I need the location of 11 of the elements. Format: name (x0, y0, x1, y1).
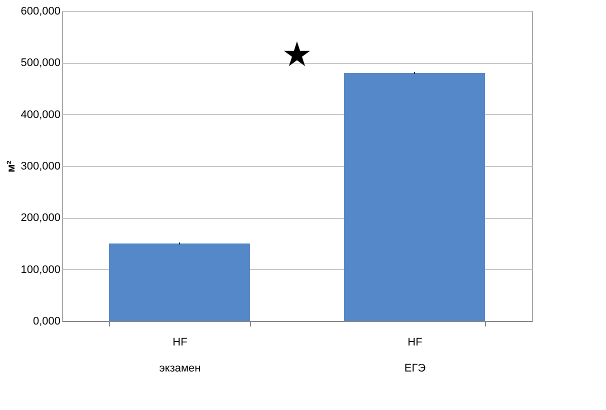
y-tick-label: 400,000 (20, 108, 60, 121)
y-tick-label: 600,000 (20, 6, 60, 18)
category-label: HF экзамен (159, 336, 201, 374)
y-tick-label: 500,000 (20, 57, 60, 70)
y-tick-label: 0,000 (32, 316, 60, 328)
y-tick-label: 100,000 (20, 264, 60, 276)
y-tick-label: 200,000 (20, 212, 60, 224)
category-label: HF ЕГЭ (404, 336, 426, 374)
annotation: ★ (282, 35, 312, 75)
y-axis-title: м² (6, 160, 18, 172)
y-tick-label: 300,000 (20, 160, 60, 172)
